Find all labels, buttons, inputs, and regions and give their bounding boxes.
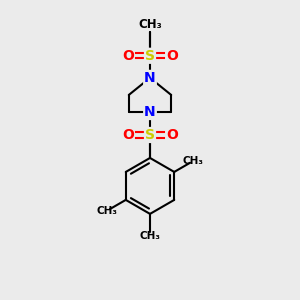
Text: O: O	[122, 128, 134, 142]
Text: S: S	[145, 49, 155, 63]
Text: N: N	[144, 105, 156, 119]
Text: CH₃: CH₃	[183, 156, 204, 166]
Text: O: O	[122, 49, 134, 63]
Text: S: S	[145, 128, 155, 142]
Text: O: O	[166, 128, 178, 142]
Text: CH₃: CH₃	[138, 18, 162, 31]
Text: CH₃: CH₃	[96, 206, 117, 216]
Text: N: N	[144, 71, 156, 85]
Text: O: O	[166, 49, 178, 63]
Text: CH₃: CH₃	[140, 231, 160, 241]
